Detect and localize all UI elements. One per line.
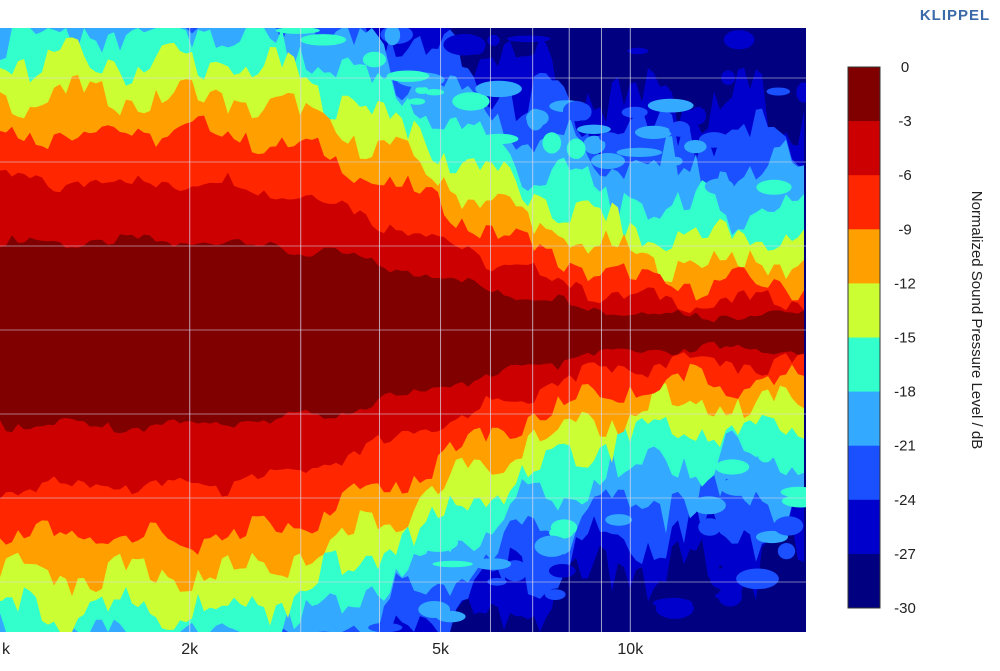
speckle-blob [475,80,522,98]
x-axis-ticks: k 2k 5k 10k [2,641,644,658]
speckle-blob [699,132,729,148]
speckle-blob [756,530,788,544]
speckle-blob [275,28,320,34]
speckle-blob [562,101,590,122]
colorbar-tick-label: -27 [894,546,916,563]
level-bands [0,28,804,632]
speckle-blob [720,477,757,496]
speckle-blob [777,543,796,560]
speckle-blob [362,51,386,68]
colorbar-swatch [848,283,880,338]
speckle-blob [756,440,775,463]
speckle-blob [781,494,806,508]
colorbar-swatch [848,445,880,501]
colorbar-tick-label: -18 [894,384,916,401]
speckle-blob [300,34,347,46]
speckle-blob [544,589,566,600]
speckle-blob [384,28,401,46]
speckle-blob [627,47,649,55]
colorbar-swatch [848,391,880,447]
speckle-blob [534,535,569,557]
speckle-blob [548,564,576,578]
speckle-blob [550,519,578,536]
speckle-blob [715,592,733,599]
speckle-blob [691,496,726,515]
colorbar-tick-label: -9 [898,221,911,238]
speckle-blob [408,98,426,105]
x-tick-label: 5k [432,641,450,658]
colorbar-label: Normalized Sound Pressure Level / dB [968,191,985,449]
speckle-blob [773,516,804,536]
speckle-blob [368,622,403,632]
level-speckle [0,28,806,632]
speckle-blob [796,82,806,103]
grid-lines [0,28,806,632]
speckle-blob [669,156,683,166]
colorbar-swatch [848,67,880,122]
colorbar-tick-label: -24 [894,492,916,509]
colorbar-swatch [848,499,880,555]
speckle-blob [635,125,673,139]
colorbar-tick-label: -12 [894,275,916,292]
speckle-blob [709,568,739,590]
speckle-blob [704,178,734,195]
speckle-blob [418,533,458,552]
speckle-blob [756,179,792,195]
colorbar-swatch [848,337,880,393]
colorbar-tick-label: -30 [894,600,916,617]
speckle-blob [0,600,6,607]
speckle-blob [669,121,691,137]
speckle-blob [577,124,611,134]
speckle-blob [598,132,620,143]
speckle-blob [467,41,485,55]
speckle-blob [425,89,444,96]
speckle-blob [480,133,519,145]
colorbar: 0 -3 -6 -9 -12 -15 -18 -21 -24 -27 -30 [847,59,916,617]
x-tick-label: 2k [181,641,199,658]
brand-logo-text: KLIPPEL [920,7,990,24]
speckle-blob [526,108,545,131]
speckle-blob [655,597,694,619]
speckle-blob [583,135,606,155]
speckle-blob [736,568,779,590]
speckle-blob [566,138,586,159]
colorbar-swatch [848,229,880,284]
speckle-blob [698,518,722,536]
speckle-blob [386,70,430,82]
speckle-blob [452,92,490,111]
speckle-blob [542,132,562,154]
colorbar-tick-label: -21 [894,438,916,455]
plot-area [0,28,806,632]
speckle-blob [647,98,694,113]
x-tick-label: 10k [617,641,644,658]
speckle-blob [474,558,512,570]
speckle-blob [621,106,648,118]
colorbar-swatch [848,175,880,230]
speckle-blob [723,30,755,50]
x-tick-label: k [2,641,11,658]
speckle-blob [436,610,466,623]
speckle-blob [487,34,500,46]
speckle-blob [591,153,625,169]
speckle-blob [684,140,707,154]
colorbar-tick-label: -6 [898,167,911,184]
colorbar-tick-label: -3 [898,113,911,130]
colorbar-swatch [848,553,880,609]
speckle-blob [432,560,473,568]
speckle-blob [506,35,551,43]
colorbar-tick-label: -15 [894,330,916,347]
colorbar-tick-label: 0 [901,59,909,76]
colorbar-frame [847,66,881,609]
speckle-blob [766,87,791,96]
speckle-blob [605,514,633,526]
speckle-blob [689,106,707,125]
level-band-m3 [0,234,804,434]
speckle-blob [616,147,663,157]
speckle-blob [715,459,750,475]
colorbar-swatch [848,121,880,176]
